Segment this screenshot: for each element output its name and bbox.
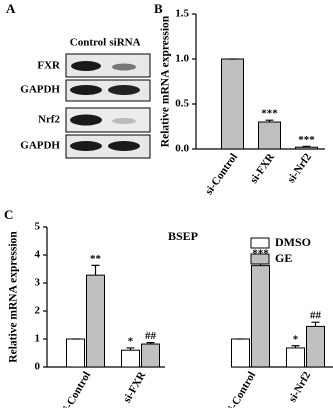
y-tick-label: 1.0 bbox=[175, 53, 189, 65]
significance: *** bbox=[261, 108, 278, 120]
lane-label: siRNA bbox=[109, 37, 140, 49]
significance: *** bbox=[298, 134, 315, 146]
bar bbox=[66, 338, 85, 368]
error-bar bbox=[91, 264, 100, 276]
x-tick-label: si-Control bbox=[203, 151, 240, 197]
legend-swatch bbox=[250, 237, 270, 249]
significance: ** bbox=[90, 253, 102, 265]
bar bbox=[231, 338, 250, 368]
x-tick-label: si-FXR bbox=[248, 150, 278, 185]
error-bar bbox=[146, 342, 155, 345]
blot bbox=[65, 53, 151, 159]
significance: ## bbox=[310, 310, 322, 322]
bar bbox=[121, 349, 140, 368]
x-tick-label: si-Nrf2 bbox=[286, 369, 313, 404]
row-label: GAPDH bbox=[20, 84, 60, 96]
y-tick-label: 0 bbox=[35, 361, 41, 373]
y-axis-label: Relative mRNA expression bbox=[8, 231, 20, 363]
y-tick-label: 1.5 bbox=[175, 8, 189, 20]
bar bbox=[251, 265, 270, 368]
y-axis-label: Relative mRNA expression bbox=[160, 15, 172, 147]
bar bbox=[258, 121, 281, 150]
bar bbox=[221, 58, 244, 150]
error-bar bbox=[291, 345, 300, 348]
x-tick-label: si-Control bbox=[224, 370, 258, 408]
row-label: FXR bbox=[37, 60, 61, 72]
legend-label: GE bbox=[275, 251, 292, 265]
x-tick-label: si-Control bbox=[59, 370, 93, 408]
bar bbox=[141, 343, 160, 368]
legend-label: DMSO bbox=[275, 235, 311, 249]
panel-label: A bbox=[6, 1, 16, 16]
row-label: Nrf2 bbox=[38, 114, 60, 126]
bar bbox=[295, 146, 318, 150]
y-tick-label: 0.0 bbox=[175, 143, 189, 155]
panel-label: B bbox=[154, 1, 163, 16]
x-tick-label: si-Nrf2 bbox=[285, 151, 314, 185]
x-tick-label: si-FXR bbox=[121, 369, 149, 405]
error-bar bbox=[302, 145, 311, 148]
bar bbox=[286, 347, 305, 368]
y-tick-label: 4 bbox=[35, 249, 41, 261]
error-bar bbox=[126, 347, 135, 351]
bar bbox=[306, 325, 325, 368]
significance: ## bbox=[145, 330, 157, 342]
legend-swatch bbox=[250, 253, 270, 265]
y-tick-label: 1 bbox=[35, 333, 41, 345]
row-label: GAPDH bbox=[20, 140, 60, 152]
lane-label: Control bbox=[70, 37, 106, 49]
error-bar bbox=[265, 119, 274, 122]
y-tick-label: 3 bbox=[35, 277, 41, 289]
panel-label: C bbox=[4, 207, 13, 222]
y-tick-label: 0.5 bbox=[175, 98, 189, 110]
significance: * bbox=[293, 333, 299, 345]
error-bar bbox=[311, 321, 320, 327]
chart-title: BSEP bbox=[168, 229, 198, 243]
significance: * bbox=[128, 335, 134, 347]
y-tick-label: 2 bbox=[35, 305, 41, 317]
bar bbox=[86, 274, 105, 368]
y-tick-label: 5 bbox=[35, 221, 41, 233]
